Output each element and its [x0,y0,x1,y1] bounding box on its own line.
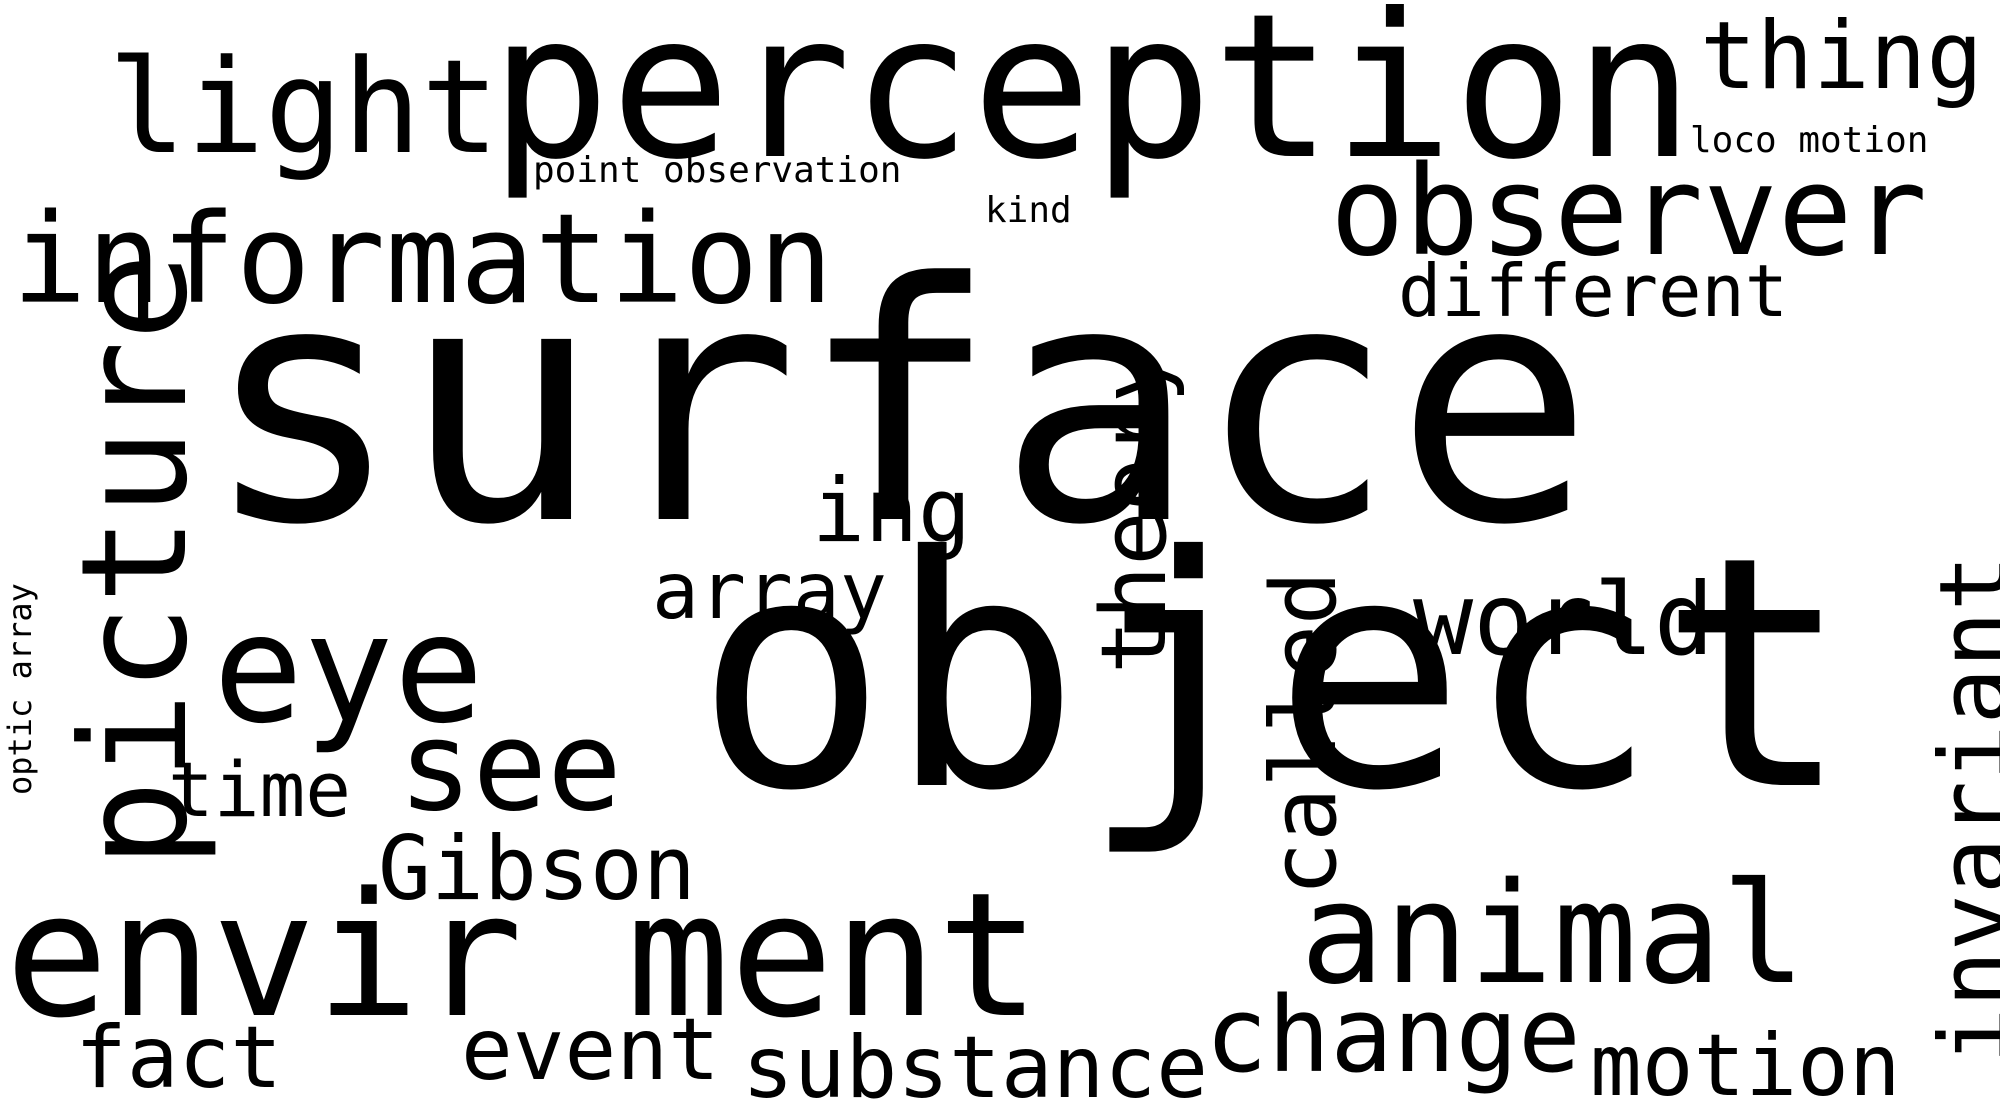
word-invariant: invariant [1920,554,2000,1064]
word-fact: fact [75,1008,283,1100]
word-different: different [1398,249,1789,333]
word-array: array [652,547,887,637]
word-animal: animal [1300,853,1806,1016]
word-substance: substance [742,1018,1208,1100]
word-called: called [1252,570,1357,896]
word-object: object [695,489,1851,861]
word-kind: kind [985,190,1072,231]
word-thing: thing [1700,2,1983,111]
word-information: information [12,188,834,332]
word-gibson: Gibson [378,817,696,920]
word-time: time [168,745,352,834]
word-event: event [461,1000,720,1100]
word-change: change [1205,974,1581,1096]
word-loco-motion: loco motion [1690,120,1929,161]
word-see: see [398,695,622,839]
word-light: light [108,31,500,183]
word-theory: theory [1082,348,1187,674]
word-envir-ment: envir ment [5,855,1041,1056]
word-surface: surface [203,213,1594,597]
word-perception: perception [490,0,1695,204]
word-observer: observer [1330,140,1928,284]
word-ing: ing [812,459,971,562]
word-world: world [1413,561,1715,678]
word-optic-array: optic array [1,583,39,795]
word-eye: eye [213,583,484,757]
word-motion: motion [1590,1016,1901,1100]
word-point-observation: point observation [533,150,902,191]
